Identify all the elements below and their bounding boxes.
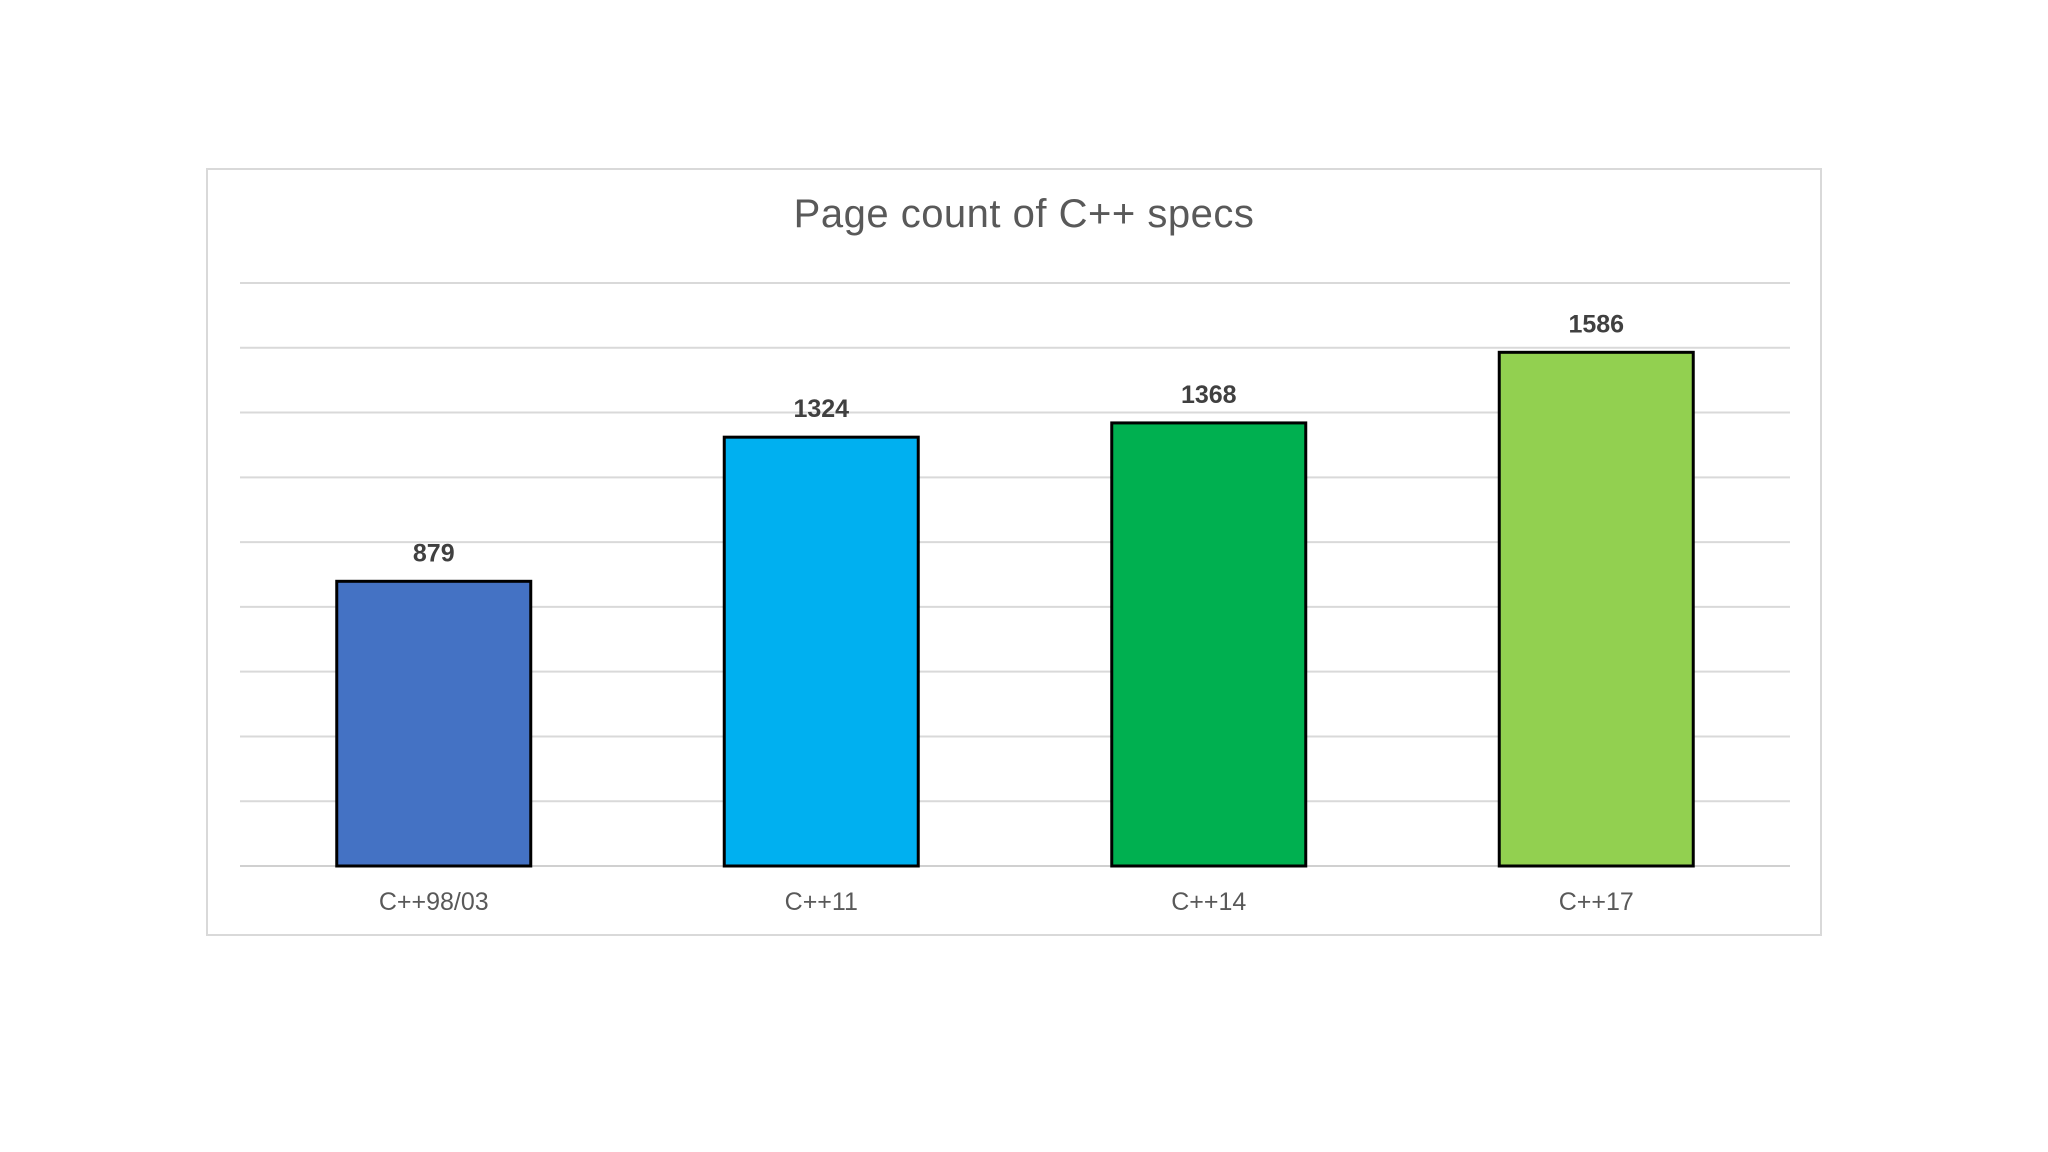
- x-axis-tick-labels: C++98/03 C++11 C++14 C++17: [379, 888, 1634, 916]
- data-label: 1368: [1181, 381, 1237, 409]
- bars: [335, 350, 1695, 868]
- data-labels: 879 1324 1368 1586: [413, 310, 1624, 567]
- x-tick-label: C++14: [1171, 888, 1246, 916]
- x-tick-label: C++11: [785, 888, 858, 916]
- chart-title: Page count of C++ specs: [793, 192, 1255, 236]
- bar-c-17: [1497, 350, 1695, 868]
- bar-c-98-03: [335, 579, 533, 868]
- bar-c-11: [722, 435, 920, 868]
- bar-c-14: [1110, 421, 1308, 868]
- data-label: 1324: [793, 395, 849, 423]
- x-tick-label: C++98/03: [379, 888, 489, 916]
- data-label: 879: [413, 539, 455, 567]
- x-tick-label: C++17: [1559, 888, 1634, 916]
- data-label: 1586: [1568, 310, 1624, 338]
